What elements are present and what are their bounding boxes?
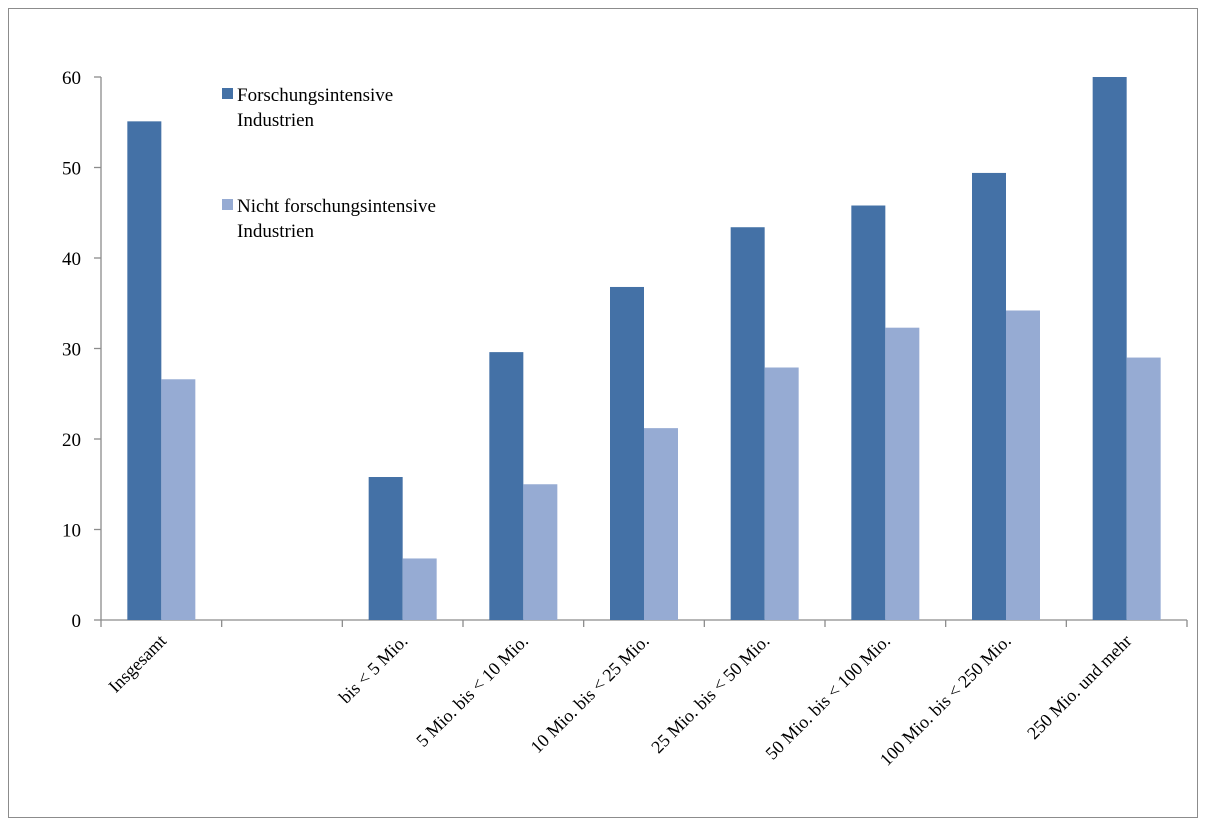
x-tick-label: 10 Mio. bis < 25 Mio. xyxy=(526,631,652,757)
bar-forschungsintensiv xyxy=(610,286,644,620)
legend-label: Nicht forschungsintensive xyxy=(237,196,436,217)
bar-nicht-forschungsintensiv xyxy=(885,327,920,620)
bar-nicht-forschungsintensiv xyxy=(402,558,437,620)
legend-label: Industrien xyxy=(237,110,315,131)
bar-forschungsintensiv xyxy=(972,172,1006,620)
bar-forschungsintensiv xyxy=(1092,77,1127,620)
bar-nicht-forschungsintensiv xyxy=(523,484,558,620)
bars xyxy=(127,77,1161,621)
x-tick-label: 50 Mio. bis < 100 Mio. xyxy=(761,631,894,764)
bar-nicht-forschungsintensiv xyxy=(1126,357,1161,620)
bar-forschungsintensiv xyxy=(127,121,162,620)
y-tick-label: 60 xyxy=(62,68,81,89)
bar-forschungsintensiv xyxy=(851,205,886,620)
legend-swatch xyxy=(222,199,233,210)
y-tick-label: 40 xyxy=(62,249,81,270)
bar-nicht-forschungsintensiv xyxy=(764,367,799,620)
legend-label: Industrien xyxy=(237,221,315,242)
bar-nicht-forschungsintensiv xyxy=(161,379,196,620)
y-tick-label: 30 xyxy=(62,340,81,361)
legend: Forschungsintensive Industrien Nicht forsc… xyxy=(222,85,436,242)
bar-nicht-forschungsintensiv xyxy=(1006,310,1040,620)
y-tick-label: 50 xyxy=(62,159,81,180)
bar-nicht-forschungsintensiv xyxy=(644,428,678,620)
bar-forschungsintensiv xyxy=(489,352,524,620)
x-tick-labels: Insgesamt bis < 5 Mio. 5 Mio. bis < 10 Mio… xyxy=(104,631,1135,770)
x-tick-label: 100 Mio. bis < 250 Mio. xyxy=(876,631,1015,770)
y-tick-label: 20 xyxy=(62,430,81,451)
x-tick-label: 5 Mio. bis < 10 Mio. xyxy=(412,631,532,751)
x-tick-label: 25 Mio. bis < 50 Mio. xyxy=(647,631,773,757)
bar-forschungsintensiv xyxy=(368,477,403,620)
legend-swatch xyxy=(222,88,233,99)
bar-forschungsintensiv xyxy=(730,227,765,621)
y-tick-labels: 0 10 20 30 40 50 60 xyxy=(62,68,81,632)
legend-label: Forschungsintensive xyxy=(237,85,393,106)
y-tick-label: 0 xyxy=(72,611,82,632)
x-tick-label: Insgesamt xyxy=(104,631,170,697)
x-tick-label: 250 Mio. und mehr xyxy=(1023,631,1135,743)
x-tick-label: bis < 5 Mio. xyxy=(335,631,411,707)
y-tick-label: 10 xyxy=(62,521,81,542)
